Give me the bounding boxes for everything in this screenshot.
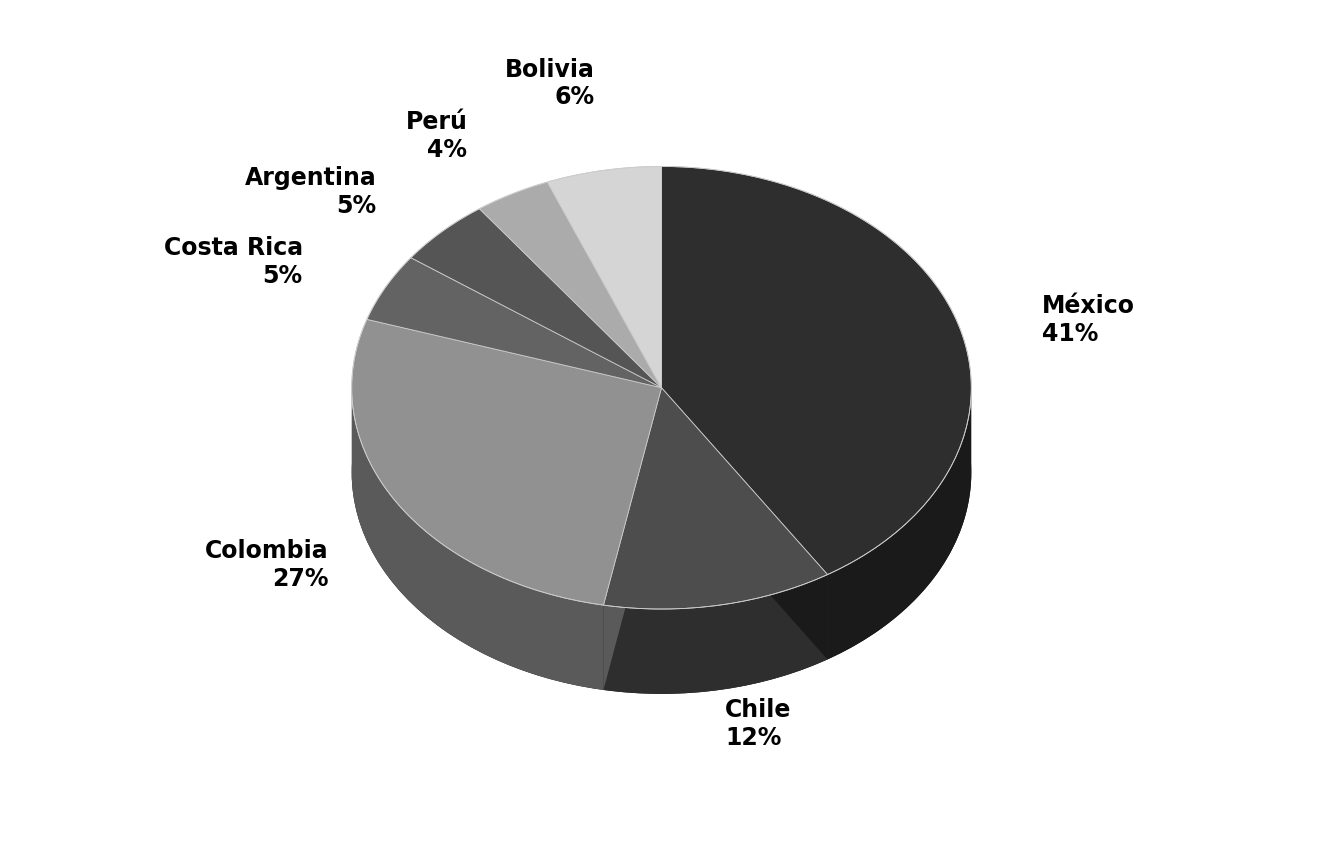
Polygon shape [603,388,662,690]
Polygon shape [662,167,971,575]
Text: Perú
4%: Perú 4% [406,110,467,162]
Polygon shape [603,388,827,609]
Polygon shape [411,209,662,388]
Polygon shape [603,575,827,694]
Text: Argentina
5%: Argentina 5% [245,166,377,218]
Polygon shape [603,388,662,690]
Polygon shape [662,388,827,659]
Text: Costa Rica
5%: Costa Rica 5% [164,236,303,288]
Text: Chile
12%: Chile 12% [725,698,791,749]
Ellipse shape [352,251,971,694]
Text: Bolivia
6%: Bolivia 6% [505,58,595,110]
Polygon shape [352,320,662,605]
Text: Colombia
27%: Colombia 27% [205,539,328,591]
Polygon shape [479,182,662,388]
Polygon shape [662,388,827,659]
Polygon shape [366,257,662,388]
Polygon shape [827,389,971,659]
Polygon shape [352,389,603,690]
Text: México
41%: México 41% [1043,294,1135,346]
Polygon shape [548,167,662,388]
